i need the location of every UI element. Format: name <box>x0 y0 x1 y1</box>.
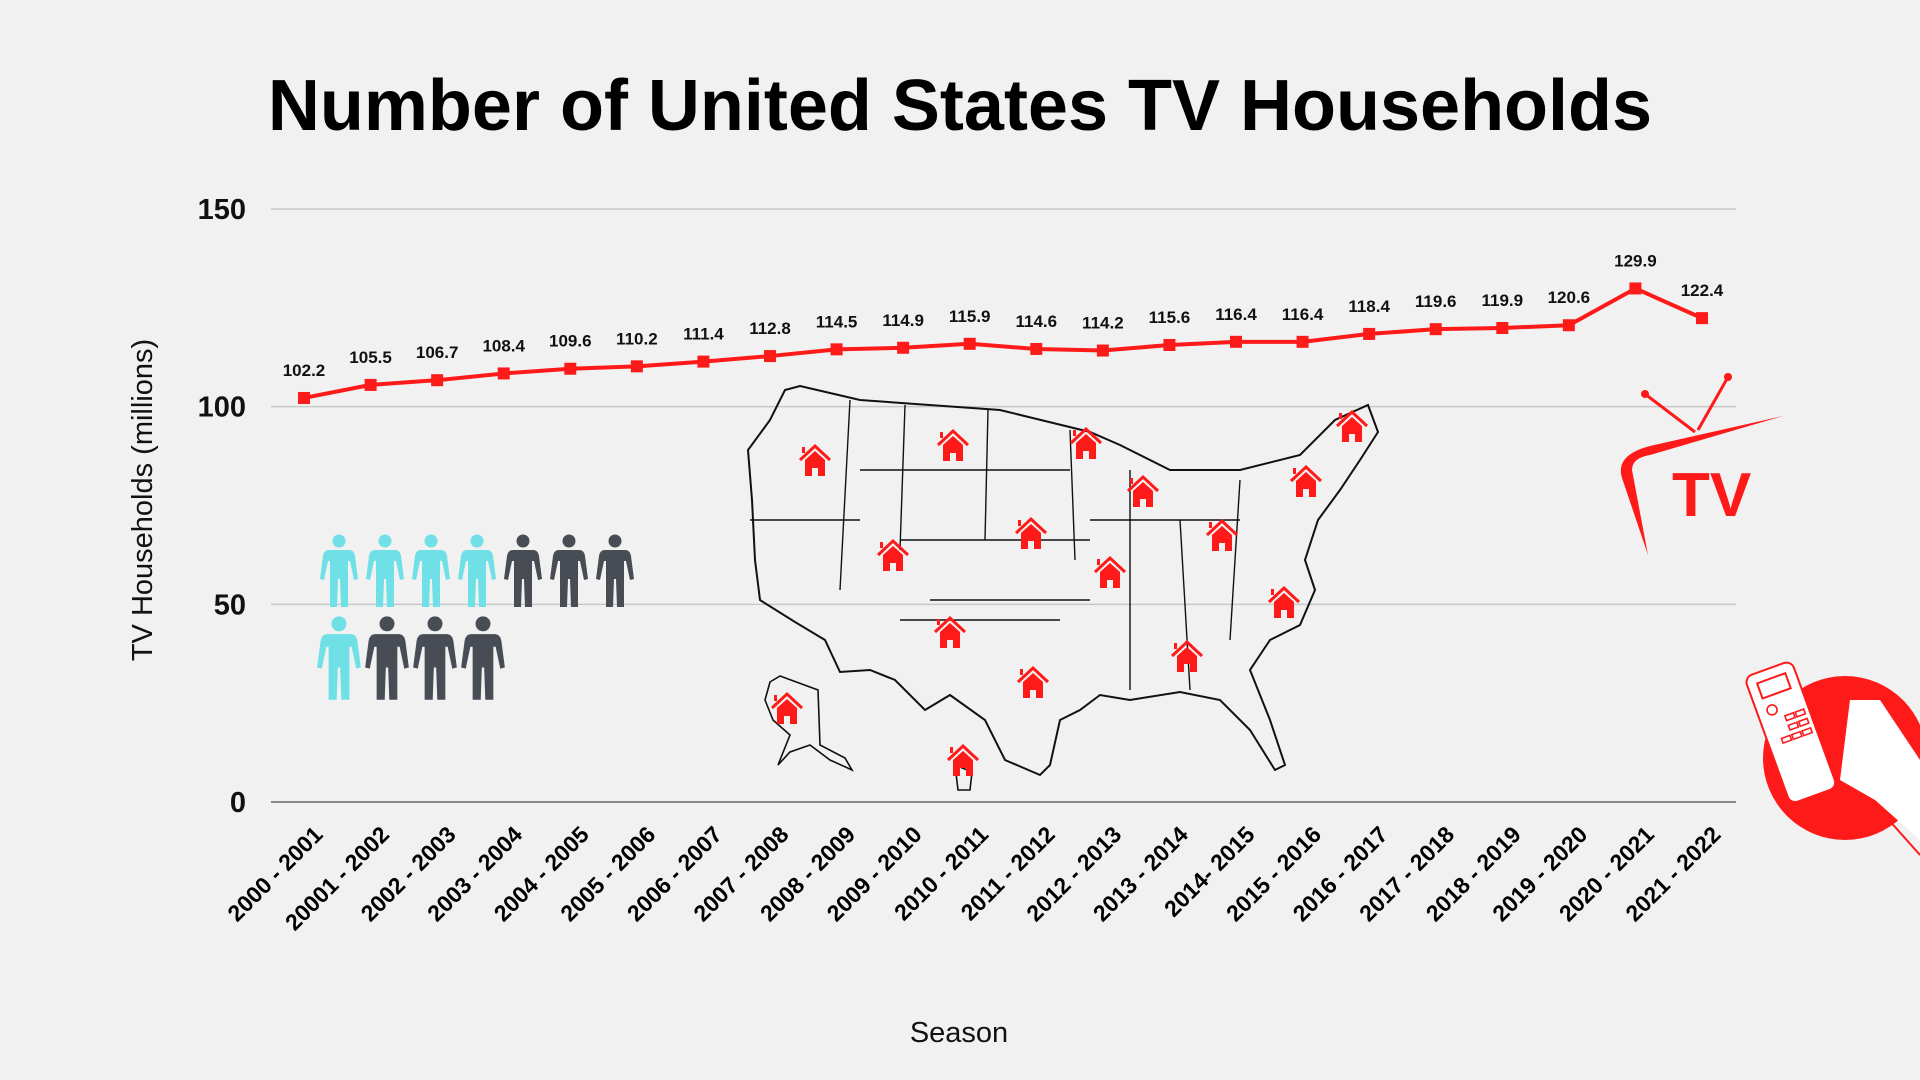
data-point <box>897 341 910 354</box>
x-axis-title: Season <box>910 1017 1008 1049</box>
y-tick-label: 0 <box>230 787 246 819</box>
data-point <box>1429 323 1442 336</box>
y-tick-label: 150 <box>198 194 246 226</box>
person-icon <box>461 616 505 700</box>
data-label: 115.9 <box>949 307 991 326</box>
data-point <box>1230 335 1242 348</box>
house-icon <box>1267 585 1301 618</box>
data-point <box>431 374 444 387</box>
data-label: 116.4 <box>1282 305 1324 324</box>
data-label: 109.6 <box>549 332 592 351</box>
data-label: 122.4 <box>1681 281 1724 300</box>
data-points <box>298 282 1708 404</box>
y-tick-label: 50 <box>214 589 246 621</box>
house-icon <box>876 538 910 571</box>
house-icon <box>936 428 970 461</box>
data-point <box>630 360 643 373</box>
data-point <box>963 337 976 350</box>
data-point <box>1629 282 1642 295</box>
data-label: 114.9 <box>882 311 924 330</box>
house-icons <box>770 409 1369 776</box>
data-label: 118.4 <box>1348 297 1390 316</box>
person-icon <box>412 534 450 607</box>
data-label: 105.5 <box>349 348 392 367</box>
data-label: 114.5 <box>816 312 858 331</box>
house-icon <box>1335 409 1369 442</box>
us-map-illustration <box>746 384 1380 791</box>
data-label: 106.7 <box>416 343 459 362</box>
data-point <box>697 355 710 368</box>
house-icon <box>1016 665 1050 698</box>
person-icon <box>365 616 409 700</box>
tv-antenna-left <box>1644 392 1696 434</box>
tv-frame-icon <box>1620 416 1783 555</box>
data-point <box>764 350 776 363</box>
data-label: 108.4 <box>482 336 525 355</box>
person-icon <box>366 534 404 607</box>
remote-control-illustration <box>1745 661 1920 856</box>
y-tick-labels: 0 50 100 150 <box>198 194 246 819</box>
person-icon <box>320 534 358 607</box>
house-icon <box>1205 518 1239 551</box>
data-point <box>564 362 577 375</box>
data-point <box>1363 327 1376 340</box>
person-icon <box>317 616 361 700</box>
data-label: 129.9 <box>1614 251 1657 270</box>
series-line <box>303 286 1703 400</box>
data-point <box>1096 344 1109 357</box>
data-point <box>1562 319 1575 332</box>
data-label: 111.4 <box>683 325 724 344</box>
data-point <box>830 343 843 356</box>
data-label: 114.6 <box>1015 312 1057 331</box>
house-icon <box>933 615 967 648</box>
data-label: 119.9 <box>1481 291 1523 310</box>
people-icons <box>317 534 634 700</box>
tv-antenna-right <box>1696 376 1730 431</box>
tv-logo-text: TV <box>1672 461 1751 530</box>
data-point <box>497 367 510 380</box>
data-label: 112.8 <box>749 319 791 338</box>
data-point <box>1163 338 1176 351</box>
state-borders <box>750 399 1241 691</box>
data-point <box>364 378 377 391</box>
data-point <box>298 391 310 404</box>
data-point <box>1496 321 1509 334</box>
person-icon <box>413 616 457 700</box>
person-icon <box>458 534 496 607</box>
us-mainland-outline <box>746 384 1380 777</box>
house-icon <box>798 443 832 476</box>
house-icon <box>1093 555 1127 588</box>
data-label: 102.2 <box>283 361 326 380</box>
person-icon <box>504 534 542 607</box>
data-label: 120.6 <box>1548 288 1591 307</box>
y-axis-title: TV Households (millions) <box>127 339 159 661</box>
house-icon <box>1170 639 1204 672</box>
house-icon <box>946 743 980 776</box>
data-label: 114.2 <box>1082 314 1124 333</box>
data-label: 119.6 <box>1415 292 1457 311</box>
alaska-outline <box>764 675 854 772</box>
chart-title: Number of United States TV Households <box>268 66 1652 146</box>
data-labels: 102.2 105.5 106.7 108.4 109.6 110.2 111.4 112.8… <box>283 251 1724 380</box>
person-icon <box>596 534 634 607</box>
house-icon <box>1069 426 1103 459</box>
data-point <box>1696 312 1708 325</box>
house-icon <box>1289 464 1323 497</box>
tv-logo: TV <box>1620 373 1783 555</box>
data-point <box>1030 342 1043 355</box>
house-icon <box>1014 516 1048 549</box>
y-tick-label: 100 <box>198 392 246 424</box>
data-point <box>1296 335 1309 348</box>
data-label: 116.4 <box>1215 305 1257 324</box>
person-icon <box>550 534 588 607</box>
house-icon <box>1126 474 1160 507</box>
data-label: 110.2 <box>616 329 658 348</box>
house-icon <box>770 691 804 724</box>
remote-icon <box>1745 661 1837 804</box>
data-label: 115.6 <box>1149 308 1191 327</box>
